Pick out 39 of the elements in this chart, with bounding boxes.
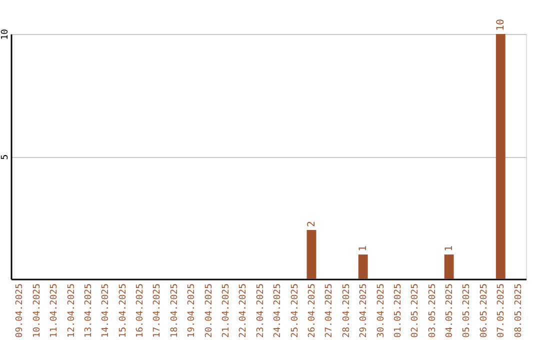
x-tick-label: 06.05.2025 (479, 284, 490, 338)
x-tick-label: 02.05.2025 (410, 284, 421, 338)
x-tick-label: 26.04.2025 (307, 284, 318, 338)
data-label: 1 (444, 245, 456, 252)
x-tick-label: 04.05.2025 (445, 284, 456, 338)
data-label: 10 (496, 18, 507, 31)
bar (444, 254, 454, 279)
x-tick-label: 20.04.2025 (204, 284, 214, 338)
x-tick-label: 29.04.2025 (359, 284, 370, 338)
x-tick-label: 01.05.2025 (393, 284, 404, 338)
x-tick-label: 24.04.2025 (273, 284, 284, 338)
bar (496, 34, 506, 279)
x-tick-label: 08.05.2025 (514, 284, 524, 338)
x-tick-label: 15.04.2025 (118, 284, 128, 338)
x-tick-label: 30.04.2025 (376, 284, 386, 338)
x-tick-label: 12.04.2025 (66, 284, 77, 338)
x-tick-label: 23.04.2025 (256, 284, 266, 338)
x-tick-label: 17.04.2025 (152, 284, 163, 338)
x-tick-label: 13.04.2025 (84, 284, 94, 338)
x-tick-label: 21.04.2025 (222, 284, 232, 338)
x-tick-label: 19.04.2025 (187, 284, 198, 338)
x-tick-label: 18.04.2025 (170, 284, 180, 338)
x-tick-label: 28.04.2025 (342, 284, 352, 338)
bar (306, 230, 316, 279)
bar (358, 254, 368, 279)
x-tick-label: 27.04.2025 (324, 284, 335, 338)
x-tick-label: 07.05.2025 (496, 284, 507, 338)
y-tick-label: 5 (0, 154, 10, 160)
x-tick-label: 05.05.2025 (462, 284, 472, 338)
x-tick-label: 10.04.2025 (32, 284, 42, 338)
x-tick-label: 11.04.2025 (50, 284, 60, 338)
x-tick-label: 22.04.2025 (238, 284, 249, 338)
data-label: 2 (306, 220, 318, 227)
x-tick-label: 14.04.2025 (101, 284, 112, 338)
x-tick-label: 25.04.2025 (290, 284, 300, 338)
data-label: 1 (358, 245, 370, 252)
x-tick-label: 09.04.2025 (15, 284, 26, 338)
x-tick-label: 16.04.2025 (136, 284, 146, 338)
x-tick-label: 03.05.2025 (428, 284, 438, 338)
